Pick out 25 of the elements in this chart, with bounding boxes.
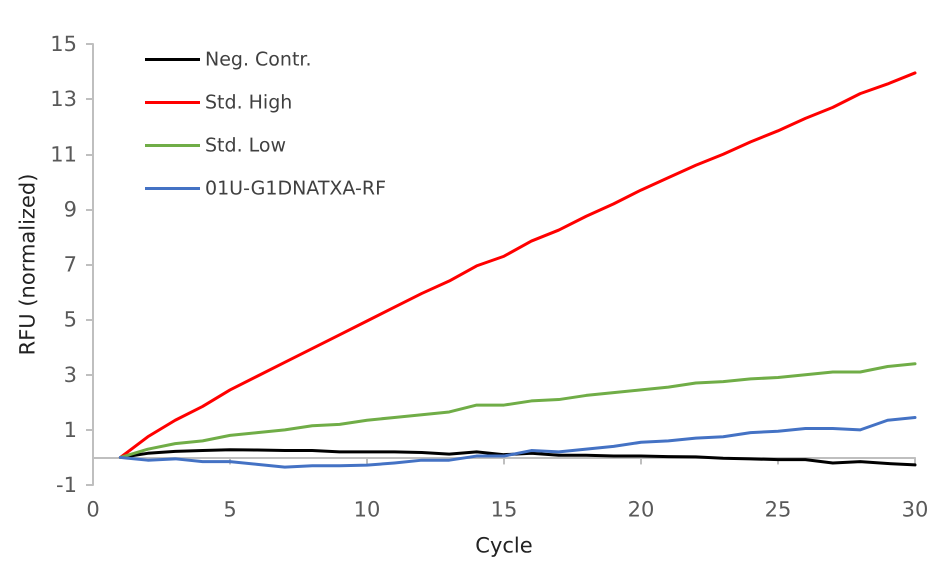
legend-label: Neg. Contr. [205,48,312,70]
y-tick-label: 11 [50,142,77,166]
y-axis-title: RFU (normalized) [16,174,40,356]
y-tick-label: 3 [64,362,77,387]
line-series [118,416,916,469]
y-tick-label: 5 [64,308,77,332]
y-tick-label: 9 [64,197,77,222]
y-tick-label: 15 [50,32,77,56]
x-tick-label: 25 [764,498,792,522]
legend-label: Std. High [205,92,292,114]
line-series [118,362,916,459]
x-tick-label: 10 [354,498,380,522]
y-tick-label: 13 [50,87,77,112]
y-tick-label: 1 [64,418,77,442]
x-tick-label: 30 [902,498,928,522]
x-tick-label: 15 [490,498,518,522]
y-tick-label: -1 [56,473,77,497]
x-tick-label: 5 [223,498,237,522]
x-axis-title: Cycle [475,534,533,558]
legend-label: Std. Low [205,134,286,156]
y-tick-label: 7 [64,252,77,276]
x-tick-label: 20 [628,498,654,522]
legend-label: 01U-G1DNATXA-RF [205,178,386,200]
line-series [118,71,916,459]
x-tick-label: 0 [86,498,100,522]
